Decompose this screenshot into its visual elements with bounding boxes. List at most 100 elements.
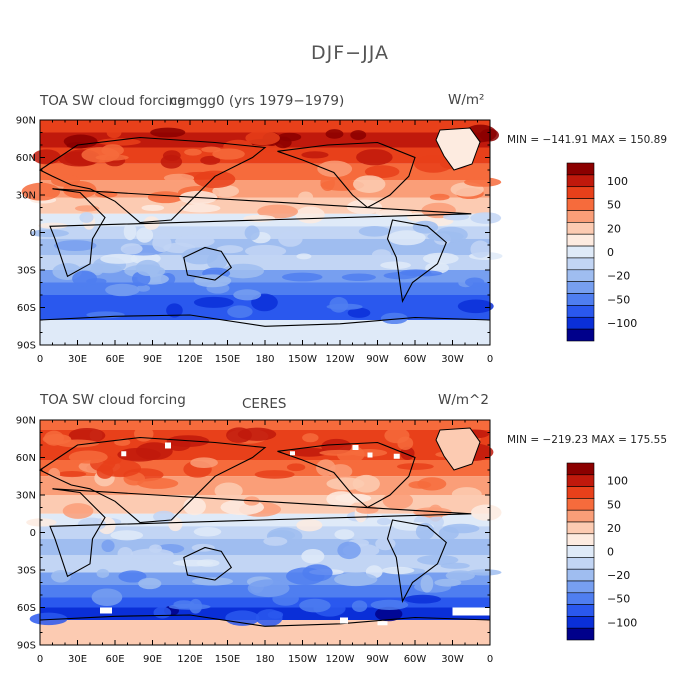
field-blotch <box>150 127 186 138</box>
lon-label: 0 <box>487 654 493 665</box>
field-blotch <box>417 477 447 491</box>
lon-label: 150E <box>215 354 240 365</box>
field-blotch <box>175 234 215 248</box>
colorbar-swatch <box>566 486 595 499</box>
field-blotch <box>96 568 110 579</box>
missing-data <box>290 451 295 456</box>
field-blotch <box>55 439 99 448</box>
field-blotch <box>346 199 383 215</box>
field-blotch <box>57 471 87 478</box>
colorbar-swatch <box>566 592 595 605</box>
field-blotch <box>427 231 464 242</box>
field-blotch <box>29 612 68 626</box>
field-blotch <box>78 263 122 273</box>
colorbar-label: 100 <box>607 475 628 488</box>
missing-data <box>452 607 493 616</box>
lon-label: 120W <box>326 654 355 665</box>
field-blotch <box>376 517 392 526</box>
field-blotch <box>387 230 426 246</box>
colorbar-label: 100 <box>607 175 628 188</box>
field-blotch <box>350 130 367 140</box>
field-blotch <box>467 569 502 576</box>
field-blotch <box>136 227 154 243</box>
lon-label: 30W <box>441 654 464 665</box>
field-blotch <box>326 491 357 507</box>
lon-label: 0 <box>37 354 43 365</box>
panel2-title-left: TOA SW cloud forcing <box>40 392 186 408</box>
field-blotch <box>160 154 183 169</box>
lon-label: 180 <box>255 654 274 665</box>
colorbar-swatch <box>566 328 595 342</box>
field-blotch <box>404 594 441 604</box>
field-blotch <box>254 470 295 479</box>
lat-label: 90S <box>17 341 36 352</box>
field-blotch <box>180 203 221 213</box>
lat-label: 30S <box>17 566 36 577</box>
field-blotch <box>245 130 280 146</box>
field-blotch <box>319 449 359 456</box>
field-blotch <box>166 303 183 318</box>
field-blotch <box>183 497 206 516</box>
coastline <box>38 136 267 224</box>
field-band <box>40 307 490 320</box>
colorbar-swatch <box>566 545 595 558</box>
field-blotch <box>152 234 172 252</box>
field-blotch <box>74 205 100 212</box>
field-blotch <box>245 244 287 258</box>
field-blotch <box>334 529 355 540</box>
colorbar-label: −100 <box>607 317 637 330</box>
lon-label: 0 <box>487 354 493 365</box>
field-blotch <box>298 191 314 203</box>
colorbar-swatch <box>566 162 595 176</box>
field-blotch <box>380 261 411 269</box>
colorbar-swatch <box>566 521 595 535</box>
lon-label: 0 <box>37 654 43 665</box>
field-blotch <box>470 212 502 224</box>
field-blotch <box>135 259 161 277</box>
field-blotch <box>278 230 303 247</box>
missing-data <box>393 453 400 459</box>
field-blotch <box>216 245 244 254</box>
coastline <box>39 614 491 627</box>
field-blotch <box>184 148 202 156</box>
lon-label: 60E <box>105 654 124 665</box>
field-blotch <box>243 214 276 223</box>
field-blotch <box>301 549 325 564</box>
field-blotch <box>225 610 260 626</box>
field-blotch <box>296 253 312 260</box>
field-blotch <box>101 539 115 553</box>
coastline <box>183 546 233 581</box>
field-blotch <box>263 536 288 546</box>
field-blotch <box>470 240 491 258</box>
field-blotch <box>364 165 400 179</box>
field-blotch <box>123 222 137 241</box>
colorbar-label: −20 <box>607 270 630 283</box>
colorbar-swatch <box>566 462 595 476</box>
lat-label: 30N <box>16 191 36 202</box>
field-blotch <box>117 546 134 562</box>
field-blotch <box>328 464 353 479</box>
field-blotch <box>417 554 459 566</box>
field-blotch <box>451 487 482 502</box>
field-blotch <box>193 274 232 288</box>
field-blotch <box>325 129 344 139</box>
field-blotch <box>326 303 363 310</box>
coastline <box>39 314 491 327</box>
colorbar-swatch <box>566 580 595 594</box>
lon-label: 180 <box>255 354 274 365</box>
field-blotch <box>442 523 480 534</box>
colorbar-swatch <box>566 498 595 511</box>
field-blotch <box>457 299 494 314</box>
greenland-outline <box>435 127 481 171</box>
field-blotch <box>281 272 323 282</box>
field-blotch <box>382 491 413 510</box>
field-blotch <box>380 312 408 325</box>
colorbar-swatch <box>566 293 595 306</box>
field-blotch <box>105 283 140 297</box>
field-blotch <box>353 175 386 193</box>
lon-label: 30E <box>68 654 87 665</box>
colorbar-swatch <box>566 174 595 188</box>
field-blotch <box>299 598 331 613</box>
lon-label: 90W <box>366 654 389 665</box>
field-blotch <box>54 240 97 251</box>
